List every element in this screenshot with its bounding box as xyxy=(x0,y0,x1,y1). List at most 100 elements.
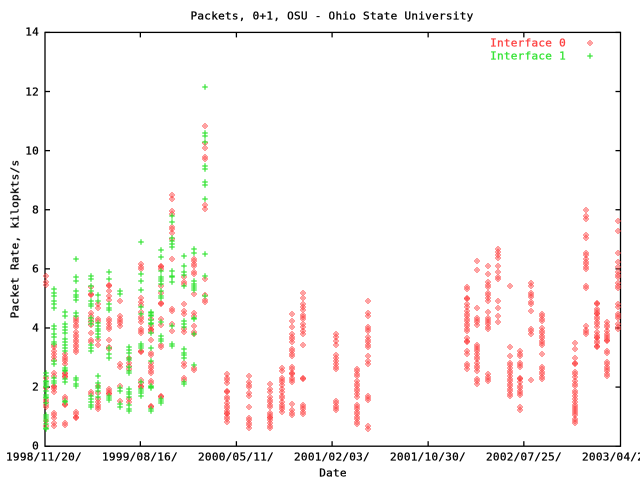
axes xyxy=(44,31,622,447)
x-tick-label: 2003/04/21/ xyxy=(582,450,640,464)
point xyxy=(138,393,144,399)
point xyxy=(365,353,371,359)
point xyxy=(246,404,252,410)
point xyxy=(528,308,534,314)
point xyxy=(138,261,144,267)
point xyxy=(267,420,273,426)
point xyxy=(51,361,57,367)
point xyxy=(169,196,175,202)
point xyxy=(62,379,68,385)
point xyxy=(148,337,154,343)
point xyxy=(191,316,197,322)
point xyxy=(594,300,600,306)
point xyxy=(279,409,285,415)
point xyxy=(106,269,112,275)
point xyxy=(365,426,371,432)
point xyxy=(181,329,187,335)
point xyxy=(95,298,101,304)
point xyxy=(246,393,252,399)
point xyxy=(485,295,491,301)
y-tick-label: 10 xyxy=(25,144,40,158)
point xyxy=(594,324,600,330)
point xyxy=(279,365,285,371)
x-tick-label: 1999/08/16/ xyxy=(102,450,179,464)
point xyxy=(138,287,144,293)
point xyxy=(572,340,578,346)
point xyxy=(138,271,144,277)
point xyxy=(88,330,94,336)
point xyxy=(594,329,600,335)
point xyxy=(95,292,101,298)
point xyxy=(517,404,523,410)
series-interface-0 xyxy=(43,123,621,432)
point xyxy=(365,423,371,429)
point xyxy=(246,425,252,431)
chart-title: Packets, 0+1, OSU - Ohio State Universit… xyxy=(190,9,474,23)
point xyxy=(474,322,480,328)
point xyxy=(158,319,164,325)
point xyxy=(202,84,208,90)
point xyxy=(495,305,501,311)
point xyxy=(73,415,79,421)
point xyxy=(88,283,94,289)
point xyxy=(333,358,339,364)
point xyxy=(191,362,197,368)
point xyxy=(43,282,49,288)
point xyxy=(507,365,513,371)
point xyxy=(495,255,501,261)
point xyxy=(51,326,57,332)
point xyxy=(495,319,501,325)
point xyxy=(95,399,101,405)
point xyxy=(495,263,501,269)
legend-marker-0 xyxy=(587,40,593,46)
point xyxy=(300,290,306,296)
point xyxy=(246,373,252,379)
point xyxy=(181,301,187,307)
y-tick-label: 8 xyxy=(32,203,40,217)
point xyxy=(474,305,480,311)
point xyxy=(495,252,501,258)
point xyxy=(43,273,49,279)
point xyxy=(539,351,545,357)
point xyxy=(117,361,123,367)
point xyxy=(333,355,339,361)
point xyxy=(300,304,306,310)
point xyxy=(365,298,371,304)
point xyxy=(289,407,295,413)
point xyxy=(485,309,491,315)
point xyxy=(169,279,175,285)
point xyxy=(583,207,589,213)
point xyxy=(117,388,123,394)
point xyxy=(95,373,101,379)
point xyxy=(148,330,154,336)
legend-label-1: Interface 1 xyxy=(490,49,567,63)
point xyxy=(539,325,545,331)
point xyxy=(51,305,57,311)
point xyxy=(73,256,79,262)
point xyxy=(202,145,208,151)
point xyxy=(300,321,306,327)
point xyxy=(181,355,187,361)
point xyxy=(51,351,57,357)
point xyxy=(464,338,470,344)
point xyxy=(583,256,589,262)
point xyxy=(88,310,94,316)
y-tick-label: 2 xyxy=(32,380,40,394)
point xyxy=(583,232,589,238)
point xyxy=(365,358,371,364)
point xyxy=(300,301,306,307)
point xyxy=(106,282,112,288)
legend-marker-sample-1 xyxy=(587,53,593,59)
point xyxy=(354,391,360,397)
point xyxy=(594,301,600,307)
point xyxy=(464,295,470,301)
point xyxy=(604,338,610,344)
point xyxy=(191,323,197,329)
point xyxy=(528,283,534,289)
point xyxy=(138,239,144,245)
point xyxy=(202,196,208,202)
point xyxy=(169,256,175,262)
point xyxy=(202,123,208,129)
point xyxy=(138,319,144,325)
point xyxy=(181,311,187,317)
